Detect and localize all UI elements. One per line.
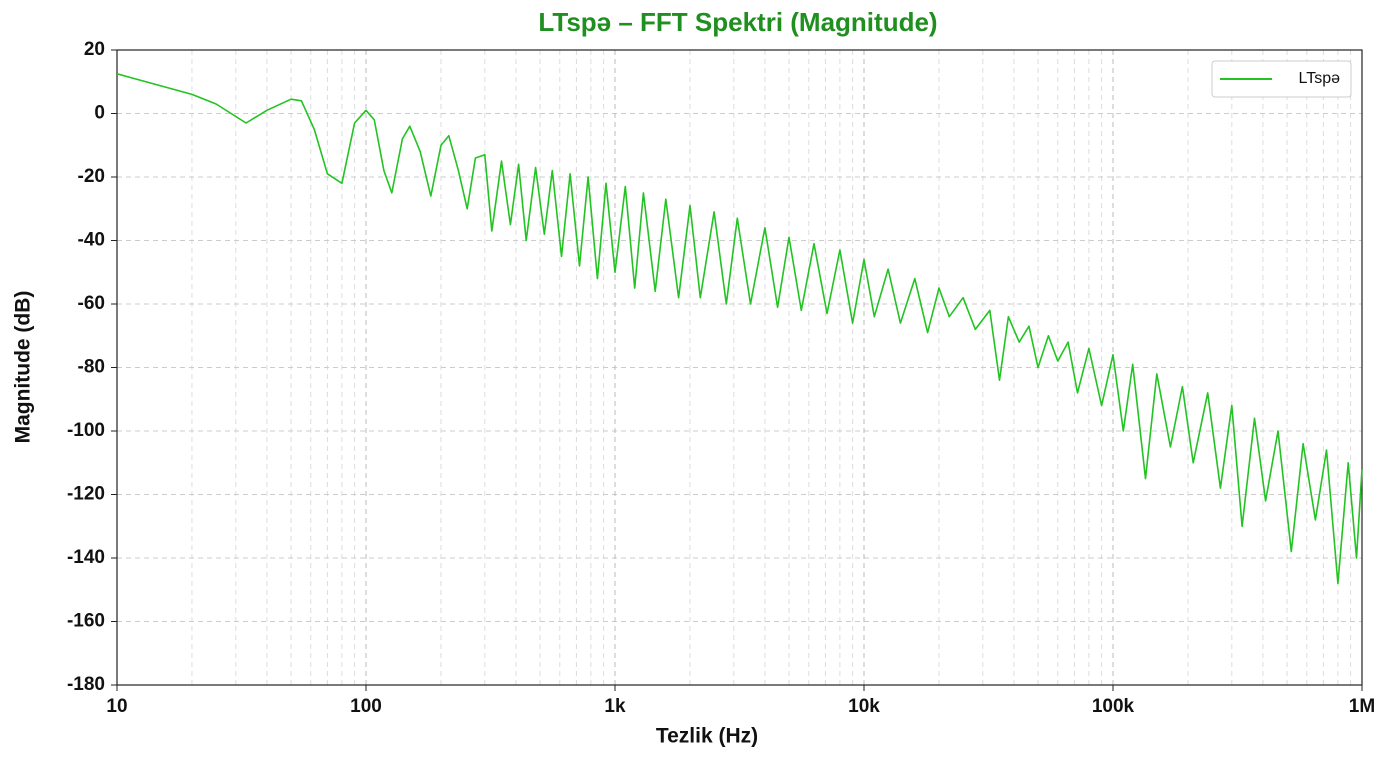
y-tick-label: -140 xyxy=(67,547,105,568)
y-tick-label: 0 xyxy=(94,103,105,124)
chart-title: LTspə – FFT Spektri (Magnitude) xyxy=(538,7,937,37)
y-tick-label: 20 xyxy=(84,39,105,60)
y-tick-label: -40 xyxy=(78,230,105,251)
y-tick-label: -80 xyxy=(78,357,105,378)
x-tick-label: 10k xyxy=(848,696,880,717)
plot-frame xyxy=(116,49,1363,686)
y-tick-label: -20 xyxy=(78,166,105,187)
y-tick-label: -100 xyxy=(67,420,105,441)
legend-label: LTspə xyxy=(1298,70,1340,87)
x-axis-label: Tezlik (Hz) xyxy=(656,725,758,748)
legend-box xyxy=(1211,60,1352,98)
y-tick-label: -160 xyxy=(67,611,105,632)
y-axis-label: Magnitude (dB) xyxy=(12,291,35,444)
x-tick-label: 1M xyxy=(1349,696,1375,717)
x-tick-label: 100k xyxy=(1092,696,1135,717)
x-tick-label: 100 xyxy=(350,696,382,717)
x-tick-label: 10 xyxy=(106,696,127,717)
y-tick-label: -180 xyxy=(67,674,105,695)
x-tick-label: 1k xyxy=(604,696,626,717)
y-tick-label: -60 xyxy=(78,293,105,314)
series-line xyxy=(116,73,1363,585)
y-tick-label: -120 xyxy=(67,484,105,505)
